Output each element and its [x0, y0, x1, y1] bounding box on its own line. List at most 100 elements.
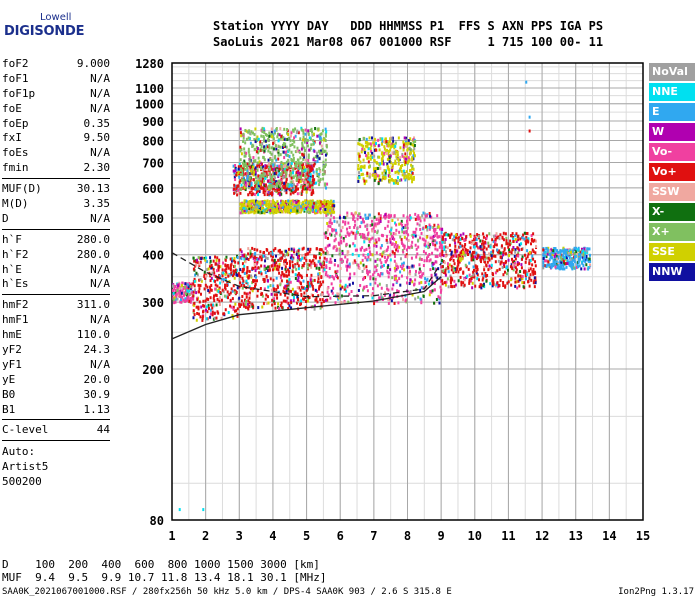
echo-point [447, 266, 450, 270]
echo-point [260, 173, 263, 177]
echo-point [232, 169, 235, 173]
echo-point [242, 279, 245, 283]
echo-point [367, 244, 370, 248]
echo-point [341, 259, 344, 263]
x-tick-label: 2 [202, 529, 209, 543]
echo-point [276, 207, 279, 211]
echo-point [275, 158, 278, 162]
echo-point [271, 303, 274, 307]
echo-point [272, 263, 275, 267]
echo-point [201, 315, 204, 319]
echo-point [363, 179, 366, 183]
echo-point [584, 260, 587, 264]
echo-point [244, 260, 247, 264]
echo-point [402, 243, 405, 247]
echo-point [262, 186, 265, 190]
echo-point [469, 246, 472, 250]
echo-point [384, 213, 387, 217]
legend-item: E [649, 103, 695, 121]
echo-point [415, 247, 418, 251]
param-name: foE [2, 101, 22, 115]
echo-point [414, 139, 417, 143]
echo-point [485, 256, 488, 260]
echo-point [328, 204, 331, 208]
echo-point [360, 221, 363, 225]
param-name: yF1 [2, 357, 22, 371]
echo-point [382, 162, 385, 166]
echo-point [234, 169, 237, 173]
echo-point [235, 186, 238, 190]
echo-point [298, 279, 301, 283]
echo-point [514, 238, 517, 242]
echo-point [199, 260, 202, 264]
echo-point [496, 269, 499, 273]
echo-point [288, 148, 291, 152]
echo-point [357, 152, 360, 156]
echo-point [364, 151, 367, 155]
echo-point [267, 149, 270, 153]
echo-point [239, 171, 242, 175]
echo-point [250, 202, 253, 206]
echo-point [260, 272, 263, 276]
echo-point [265, 301, 268, 305]
echo-point [525, 80, 528, 84]
echo-point [211, 271, 214, 275]
echo-point [172, 298, 175, 302]
echo-point [399, 146, 402, 150]
echo-point [310, 143, 313, 147]
echo-point [250, 204, 253, 208]
echo-point [270, 186, 273, 190]
echo-point [377, 144, 380, 148]
echo-point [449, 274, 452, 278]
echo-point [402, 250, 405, 254]
echo-point [438, 245, 441, 249]
echo-point [244, 305, 247, 309]
echo-point [270, 132, 273, 136]
echo-point [407, 139, 410, 143]
echo-point [320, 265, 323, 269]
echo-point [528, 115, 531, 119]
echo-point [390, 226, 393, 230]
echo-point [505, 272, 508, 276]
echo-point [516, 246, 519, 250]
echo-point [543, 248, 546, 252]
echo-point [554, 247, 557, 251]
echo-point [279, 153, 282, 157]
echo-point [523, 237, 526, 241]
echo-point [310, 191, 313, 195]
echo-point [460, 250, 463, 254]
echo-point [269, 265, 272, 269]
echo-point [324, 208, 327, 212]
echo-point [376, 167, 379, 171]
echo-point [284, 265, 287, 269]
echo-point [330, 201, 333, 205]
echo-point [458, 260, 461, 264]
echo-point [319, 306, 322, 310]
echo-point [218, 303, 221, 307]
echo-point [207, 297, 210, 301]
echo-point [382, 263, 385, 267]
echo-point [191, 282, 194, 286]
echo-point [417, 217, 420, 221]
echo-point [265, 266, 268, 270]
echo-point [307, 153, 310, 157]
echo-point [352, 261, 355, 265]
echo-point [368, 213, 371, 217]
echo-point [406, 161, 409, 165]
echo-point [265, 203, 268, 207]
echo-point [402, 148, 405, 152]
echo-point [184, 297, 187, 301]
echo-point [262, 190, 265, 194]
echo-point [578, 264, 581, 268]
echo-point [192, 316, 195, 320]
echo-point [562, 264, 565, 268]
echo-point [392, 294, 395, 298]
echo-point [433, 223, 436, 227]
echo-point [367, 253, 370, 257]
echo-point [324, 182, 327, 186]
echo-point [361, 258, 364, 262]
echo-point [283, 181, 286, 185]
echo-point [268, 143, 271, 147]
echo-point [575, 265, 578, 269]
echo-point [290, 180, 293, 184]
